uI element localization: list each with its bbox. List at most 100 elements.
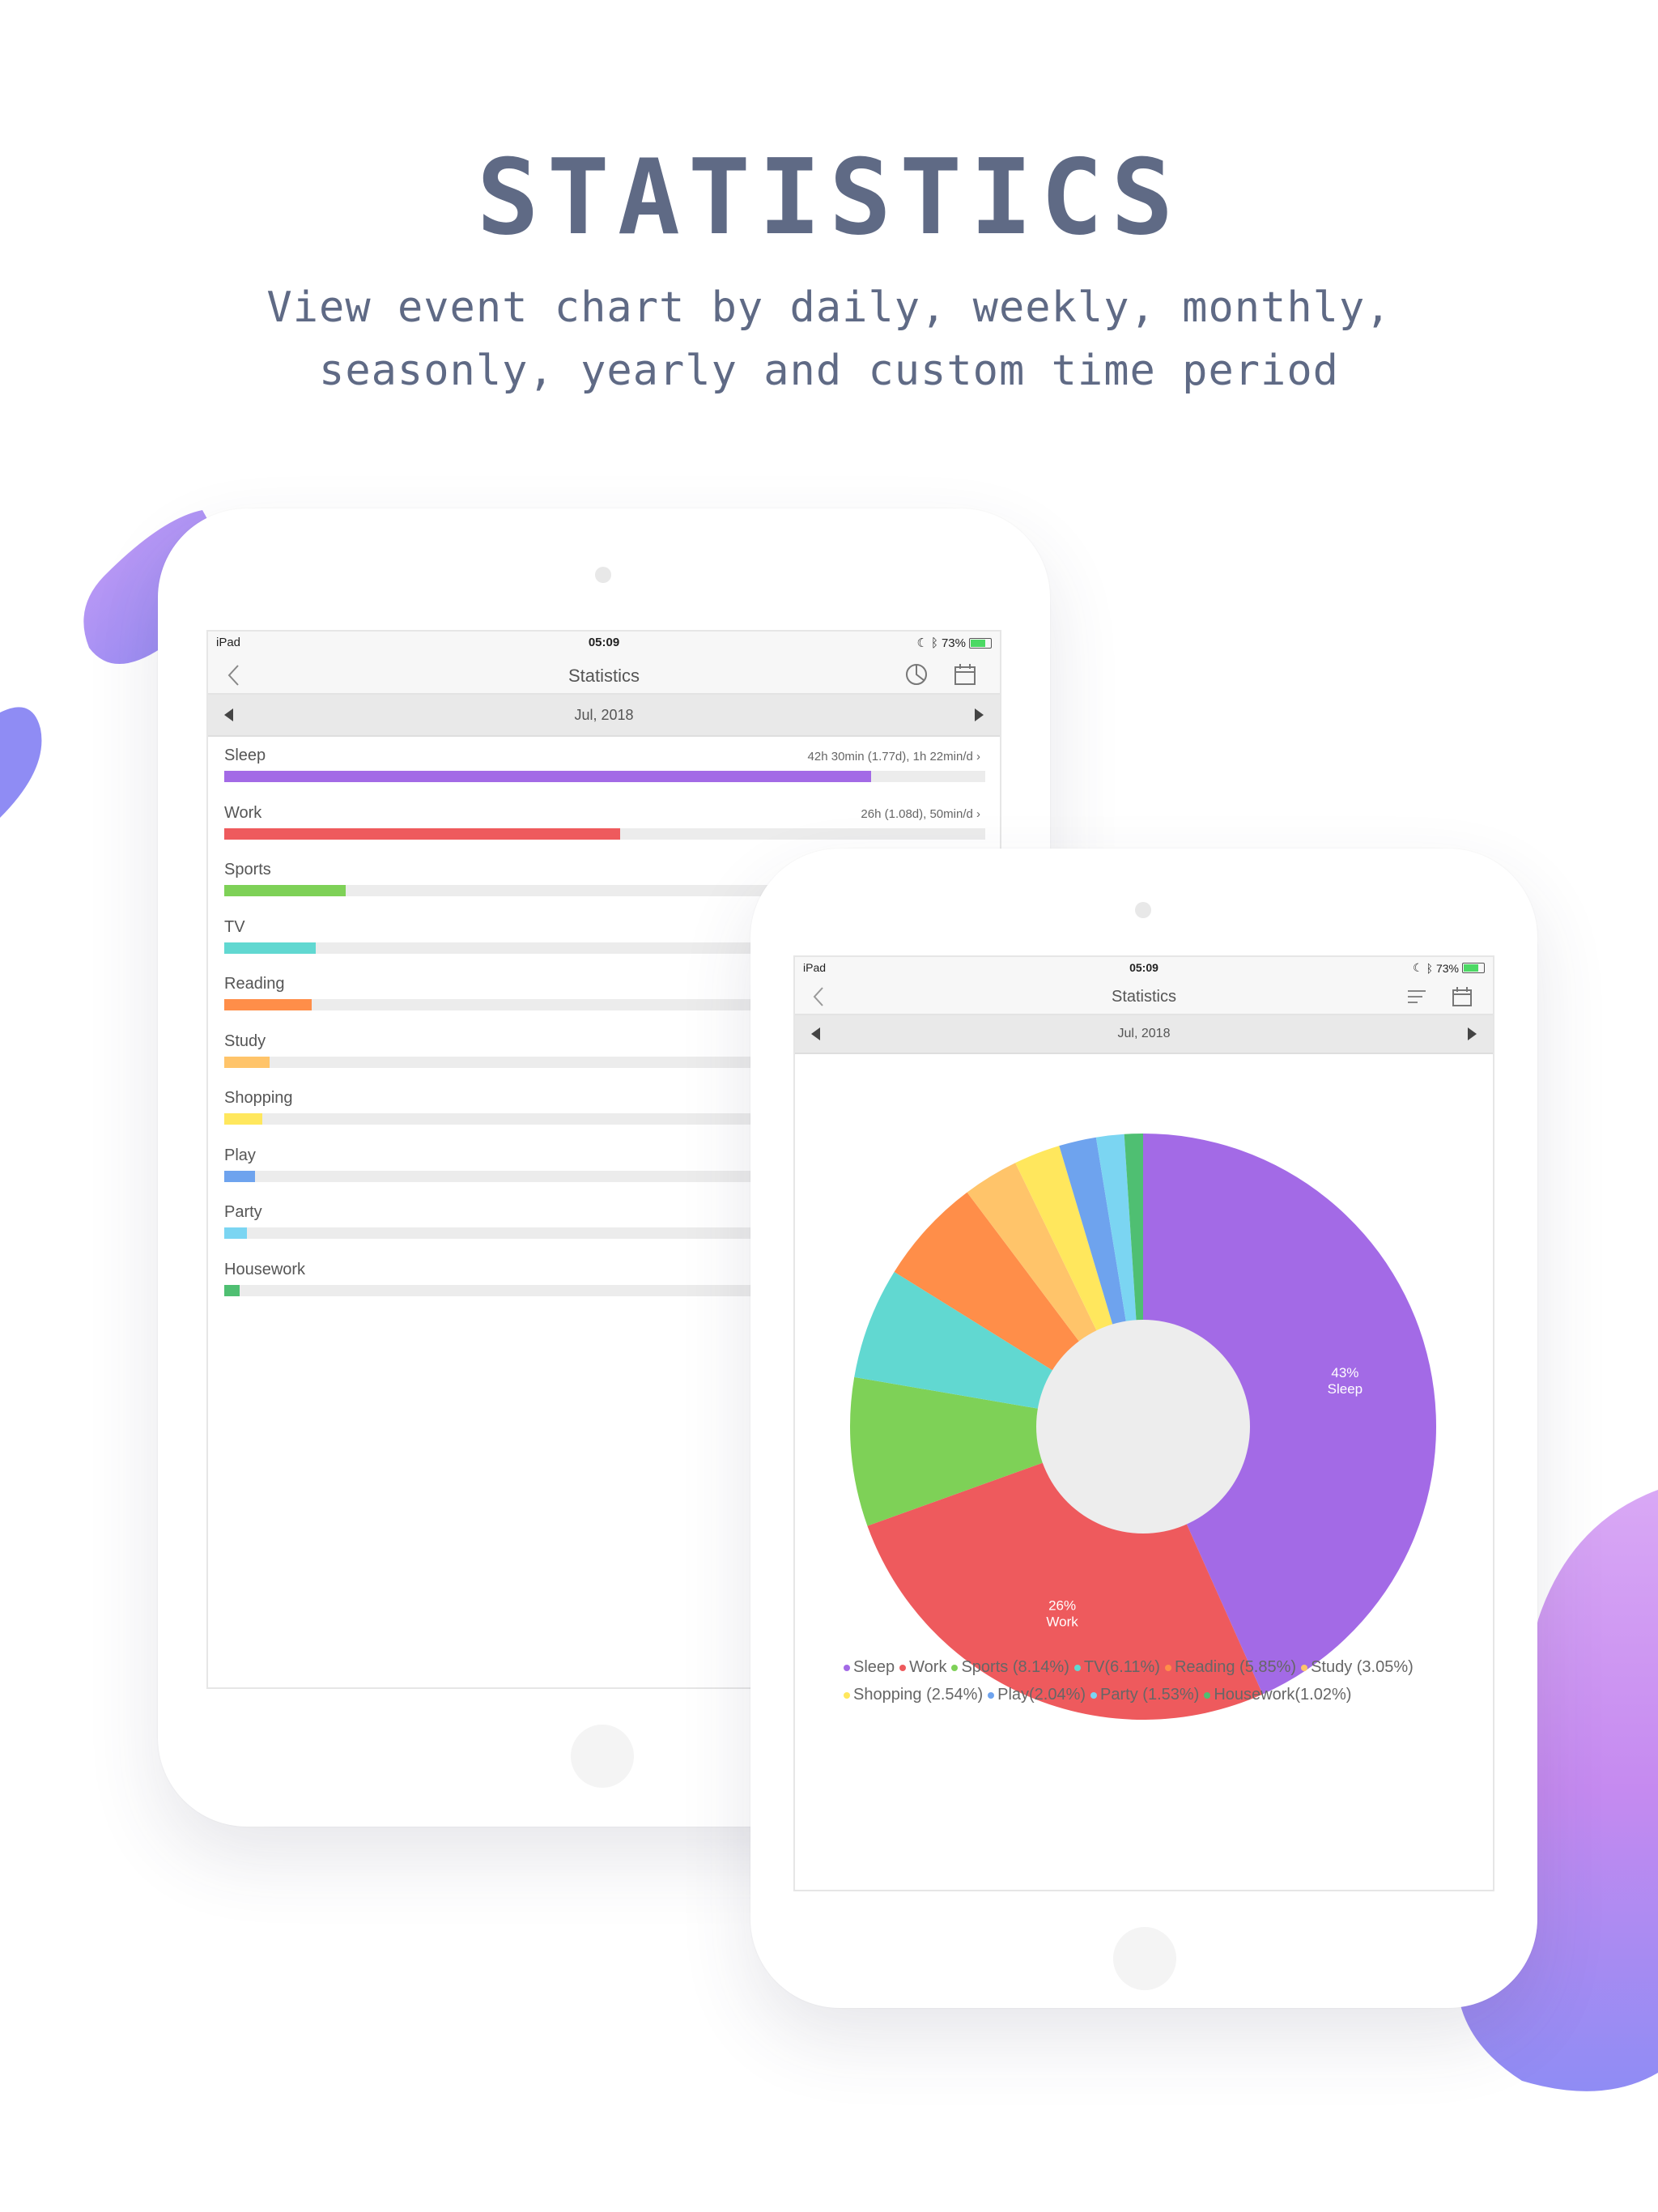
bluetooth-icon: ᛒ (1426, 961, 1433, 975)
stat-row-label: Play (224, 1146, 256, 1164)
stat-row-label: Study (224, 1032, 266, 1050)
ipad-camera (595, 567, 611, 583)
page-title: STATISTICS (476, 138, 1182, 258)
stat-row-label: Housework (224, 1260, 306, 1278)
stat-row-duration: 26h (1.08d), 50min/d › (861, 806, 980, 821)
legend-dot-icon (951, 1664, 959, 1671)
stat-row-label: Reading (224, 975, 285, 993)
period-label: Jul, 2018 (574, 707, 634, 723)
legend-dot-icon (988, 1691, 995, 1699)
nav-bar: Statistics (208, 654, 1000, 695)
device-name: iPad (803, 961, 827, 974)
legend-item: Play(2.04%) (988, 1686, 1086, 1704)
page-subtitle-line-1: View event chart by daily, weekly, month… (266, 283, 1392, 332)
legend-label: Sleep (853, 1658, 895, 1676)
ipad-chart-device: iPad 05:09 ☾ ᛒ 73% Statistics Jul, 2018 … (750, 849, 1537, 2008)
progress-track (224, 771, 985, 782)
slice-label-percent: 43% (1331, 1365, 1358, 1380)
legend-item: Reading (5.85%) (1164, 1658, 1297, 1676)
nav-title: Statistics (1111, 988, 1177, 1006)
legend-item: Sleep (844, 1658, 895, 1676)
moon-icon: ☾ (916, 636, 928, 650)
stat-row-label: Shopping (224, 1089, 293, 1107)
progress-fill (224, 942, 316, 954)
legend-label: Party (1.53%) (1100, 1686, 1200, 1704)
donut-center (1036, 1320, 1250, 1534)
moon-icon: ☾ (1413, 961, 1423, 974)
status-time: 05:09 (588, 636, 620, 649)
calendar-icon[interactable] (1451, 985, 1473, 1008)
pie-slice-sleep[interactable] (1143, 1134, 1436, 1695)
legend-dot-icon (1090, 1691, 1098, 1699)
home-button[interactable] (1113, 1927, 1176, 1990)
stat-row-label: Sports (224, 861, 271, 878)
legend-item: Sports (8.14%) (951, 1658, 1069, 1676)
battery-icon (969, 637, 992, 649)
progress-fill (224, 1056, 270, 1068)
next-period-arrow-icon[interactable] (1468, 1027, 1477, 1040)
slice-label-name: Sleep (1328, 1381, 1363, 1397)
legend-label: Play(2.04%) (997, 1686, 1086, 1704)
stat-row-work[interactable]: Work 26h (1.08d), 50min/d › (224, 804, 985, 861)
progress-fill (224, 999, 312, 1010)
period-label: Jul, 2018 (1117, 1027, 1171, 1040)
slice-label-name: Work (1046, 1614, 1078, 1630)
period-selector: Jul, 2018 (795, 1015, 1493, 1054)
legend-item: Work (899, 1658, 946, 1676)
legend-item: Party (1.53%) (1090, 1686, 1199, 1704)
legend-dot-icon (899, 1664, 907, 1671)
legend-dot-icon (844, 1691, 850, 1699)
stat-row-sleep[interactable]: Sleep 42h 30min (1.77d), 1h 22min/d › (224, 747, 985, 803)
slice-label-percent: 26% (1048, 1598, 1076, 1614)
period-selector: Jul, 2018 (208, 695, 1000, 737)
home-button[interactable] (571, 1725, 634, 1788)
progress-track (224, 827, 985, 840)
pie-chart-icon[interactable] (904, 662, 929, 687)
stat-row-duration: 42h 30min (1.77d), 1h 22min/d › (807, 750, 980, 764)
nav-title: Statistics (568, 666, 640, 686)
next-period-arrow-icon[interactable] (975, 708, 984, 721)
stat-row-label: TV (224, 917, 245, 936)
back-chevron-icon[interactable] (226, 664, 242, 687)
nav-bar: Statistics (795, 978, 1493, 1015)
progress-fill (224, 885, 346, 896)
legend-dot-icon (1073, 1664, 1081, 1671)
battery-percent: 73% (941, 636, 966, 650)
legend-label: Shopping (2.54%) (853, 1686, 984, 1704)
legend-dot-icon (1301, 1664, 1308, 1671)
legend-item: Study (3.05%) (1301, 1658, 1414, 1676)
back-chevron-icon[interactable] (811, 986, 826, 1007)
progress-fill (224, 1170, 255, 1182)
previous-period-arrow-icon[interactable] (811, 1027, 820, 1040)
progress-fill (224, 827, 620, 840)
legend-label: Work (909, 1658, 947, 1676)
progress-fill (224, 1227, 248, 1239)
progress-fill (224, 771, 871, 782)
ipad-chart-screen: iPad 05:09 ☾ ᛒ 73% Statistics Jul, 2018 … (793, 955, 1494, 1891)
legend-label: Reading (5.85%) (1174, 1658, 1297, 1676)
bluetooth-icon: ᛒ (930, 636, 938, 650)
legend-item: TV(6.11%) (1073, 1658, 1160, 1676)
battery-percent: 73% (1435, 961, 1459, 975)
legend-dot-icon (844, 1664, 850, 1671)
ipad-camera (1135, 902, 1151, 918)
calendar-icon[interactable] (953, 662, 977, 687)
stat-row-label: Party (224, 1203, 262, 1221)
legend-label: Housework(1.02%) (1214, 1686, 1352, 1704)
chart-legend: Sleep Work Sports (8.14%) TV(6.11%) Reading … (844, 1653, 1460, 1708)
legend-item: Housework(1.02%) (1204, 1686, 1351, 1704)
list-sort-icon[interactable] (1406, 986, 1427, 1007)
progress-fill (224, 1284, 240, 1296)
legend-label: TV(6.11%) (1083, 1658, 1160, 1676)
stat-row-label: Work (224, 803, 262, 822)
status-bar: iPad 05:09 ☾ ᛒ 73% (208, 632, 1000, 654)
legend-label: Study (3.05%) (1311, 1658, 1414, 1676)
previous-period-arrow-icon[interactable] (224, 708, 233, 721)
page-subtitle-line-2: seasonly, yearly and custom time period (319, 347, 1339, 395)
legend-dot-icon (1164, 1664, 1171, 1671)
battery-icon (1462, 963, 1485, 973)
progress-fill (224, 1113, 262, 1125)
legend-label: Sports (8.14%) (961, 1658, 1069, 1676)
stat-row-label: Sleep (224, 747, 266, 764)
